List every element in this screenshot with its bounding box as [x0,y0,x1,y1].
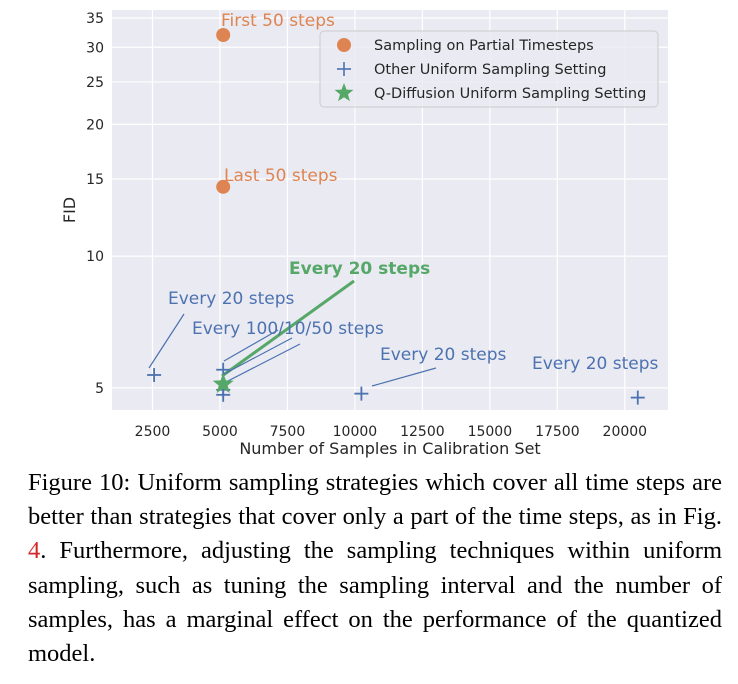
x-tick-label: 10000 [333,424,378,440]
annotation-line [371,367,437,387]
data-marks [147,28,645,405]
figure-reference-link[interactable]: 4 [28,537,41,565]
figure-caption: Figure 10: Uniform sampling strategies w… [28,466,722,671]
annotation-every-20-mid: Every 20 steps [380,345,507,365]
y-axis-title: FID [60,197,79,223]
x-tick-label: 17500 [535,424,580,440]
y-tick-label: 20 [86,117,104,133]
legend-box [319,30,659,108]
y-tick-label: 35 [86,11,104,27]
figure: 2500 5000 7500 10000 12500 15000 17500 20000 5 10… [60,10,668,458]
caption-text-2: . Furthermore, adjusting the sampling te… [28,537,722,668]
annotation-last-50: Last 50 steps [224,166,338,186]
legend-plus-marker [337,62,351,76]
scatter-chart: 2500 5000 7500 10000 12500 15000 17500 20000 5 10… [60,10,668,458]
x-tick-label: 5000 [202,424,238,440]
x-tick-label: 2500 [135,424,171,440]
legend-label-partial: Sampling on Partial Timesteps [374,38,594,54]
annotations: First 50 steps Last 50 steps Every 20 st… [168,11,659,374]
y-tick-label: 30 [86,40,104,56]
data-point-plus [354,386,369,401]
legend-label-qdiffusion: Q-Diffusion Uniform Sampling Setting [374,86,646,102]
annotation-line [223,329,279,362]
caption-label: Figure 10: [28,469,131,496]
data-point-star [212,373,234,393]
legend-circle-marker [337,38,351,52]
annotation-every-100-10-50: Every 100/10/50 steps [192,319,384,339]
annotation-first-50: First 50 steps [221,11,335,31]
x-tick-label: 12500 [400,424,445,440]
x-axis-title: Number of Samples in Calibration Set [239,439,540,458]
data-point-plus [216,387,231,402]
y-tick-label: 15 [86,172,104,188]
caption-text-1: Uniform sampling strategies which cover … [28,469,722,531]
annotation-every-20-left: Every 20 steps [168,289,295,309]
x-tick-label: 7500 [270,424,306,440]
x-tick-label: 15000 [468,424,513,440]
x-tick-label: 20000 [603,424,648,440]
legend-star-marker [334,83,354,102]
annotation-lines [148,279,437,387]
data-point-plus [630,390,645,405]
legend-label-other-uniform: Other Uniform Sampling Setting [374,62,606,78]
annotation-qdiff-every-20: Every 20 steps [289,259,430,279]
annotation-line [223,337,293,375]
legend: Sampling on Partial Timesteps Other Unif… [319,30,659,108]
y-tick-label: 10 [86,249,104,265]
data-point-circle [216,179,231,194]
data-point-plus [147,367,162,382]
data-point-circle [216,28,231,43]
annotation-line [148,313,185,369]
annotation-every-20-right: Every 20 steps [532,354,659,374]
tick-labels: 2500 5000 7500 10000 12500 15000 17500 20000 5 10… [86,11,647,440]
annotation-line [221,279,355,378]
y-tick-label: 5 [95,381,104,397]
y-tick-label: 25 [86,75,104,91]
annotation-line [225,343,301,383]
